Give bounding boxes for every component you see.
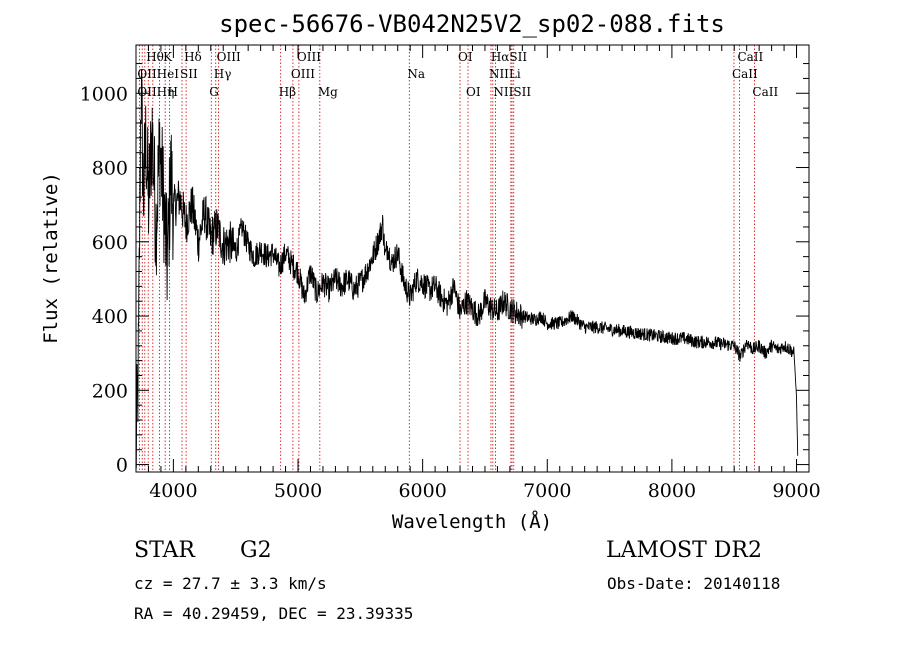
x-tick-label-0: 4000 [149, 480, 197, 502]
line-label-15: OIIHη [137, 85, 174, 99]
line-label-2: Hδ [184, 50, 202, 64]
line-label-10: Hγ [214, 67, 232, 81]
axis-ticks [135, 45, 810, 472]
line-label-5: OI [458, 50, 473, 64]
object-type: STAR [134, 538, 195, 563]
tick-labels: 4000 5000 6000 7000 8000 9000 0 200 400 600 800 100… [80, 83, 821, 502]
line-label-3: OIII [217, 50, 241, 64]
line-label-9: SII [180, 67, 198, 81]
line-label-8: OIIHeI [137, 67, 179, 81]
y-tick-label-2: 400 [92, 306, 128, 328]
y-tick-label-3: 600 [92, 232, 128, 254]
line-label-22: CaII [752, 85, 778, 99]
x-tick-label-1: 5000 [274, 480, 322, 502]
line-label-12: Na [407, 67, 425, 81]
x-axis-label: Wavelength (Å) [392, 510, 552, 533]
spectrum-line [135, 69, 799, 469]
spectral-line-markers [138, 45, 755, 472]
line-label-1: K [163, 50, 173, 64]
y-tick-label-1: 200 [92, 380, 128, 402]
y-tick-label-5: 1000 [80, 83, 128, 105]
x-tick-label-2: 6000 [398, 480, 446, 502]
line-label-21: NIISII [493, 85, 531, 99]
line-label-20: OI [466, 85, 481, 99]
coordinates-text: RA = 40.29459, DEC = 23.39335 [134, 604, 414, 623]
chart-title: spec-56676-VB042N25V2_sp02-088.fits [219, 10, 725, 38]
line-label-6: HαSII [491, 50, 528, 64]
line-label-19: Mg [318, 85, 338, 99]
y-tick-label-0: 0 [116, 455, 128, 477]
x-tick-label-5: 9000 [772, 480, 820, 502]
line-label-17: G [209, 85, 219, 99]
line-label-16: H [168, 85, 178, 99]
line-label-0: Hθ [146, 50, 164, 64]
spectrum-series [135, 69, 799, 469]
x-tick-label-3: 7000 [523, 480, 571, 502]
spectral-line-labels: Hθ K Hδ OIII OIII OI HαSII CaII OIIHeI SII Hγ OIII N… [137, 50, 778, 99]
line-label-4: OIII [297, 50, 321, 64]
line-label-7: CaII [737, 50, 763, 64]
redshift-text: cz = 27.7 ± 3.3 km/s [134, 574, 327, 593]
obs-date: Obs-Date: 20140118 [607, 574, 781, 593]
line-label-14: CaII [732, 67, 758, 81]
y-tick-label-4: 800 [92, 158, 128, 180]
line-label-13: NIILi [489, 67, 521, 81]
object-subclass: G2 [240, 538, 272, 563]
line-label-11: OIII [291, 67, 315, 81]
y-axis-label: Flux (relative) [40, 172, 62, 344]
line-label-18: Hβ [279, 85, 296, 99]
x-tick-label-4: 8000 [648, 480, 696, 502]
survey-name: LAMOST DR2 [606, 538, 762, 563]
